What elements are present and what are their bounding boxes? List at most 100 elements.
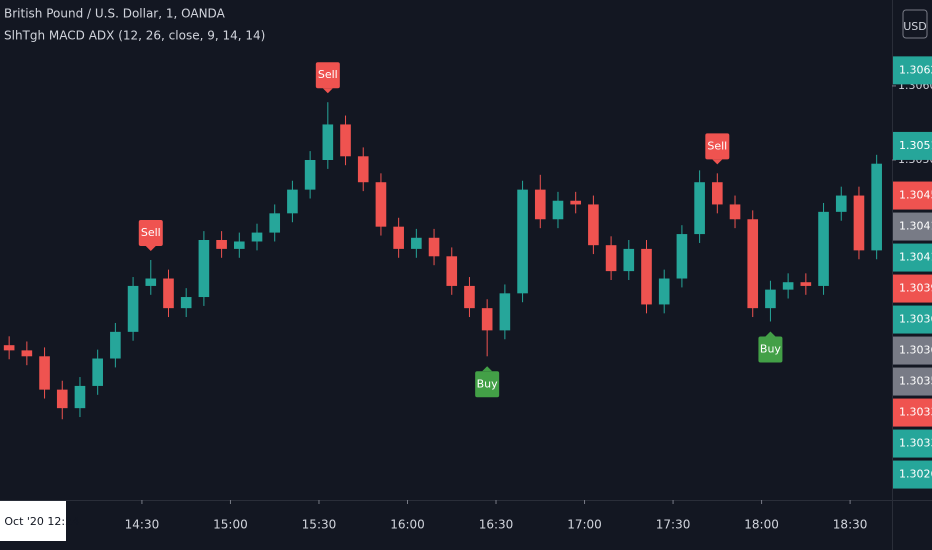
price-tag	[893, 212, 932, 241]
x-tick-label: 15:30	[302, 518, 337, 532]
candle-body	[269, 213, 281, 233]
candle-body	[552, 200, 564, 220]
candle-body	[464, 285, 475, 309]
candle-body	[782, 282, 794, 290]
signal-box	[315, 62, 340, 89]
candle-body	[322, 124, 334, 160]
signal-box	[758, 336, 783, 363]
signal-marker: Buy	[758, 331, 783, 363]
price-tag-label: 1.30411	[899, 251, 932, 264]
signal-marker: Buy	[475, 366, 500, 398]
candle-body	[712, 182, 723, 205]
candle-body	[641, 248, 652, 305]
price-tag	[893, 336, 932, 365]
candle-body	[853, 195, 865, 251]
candle-body	[835, 195, 847, 212]
price-tag	[893, 367, 932, 396]
candle-body	[180, 297, 192, 309]
signal-marker: Sell	[138, 220, 163, 251]
candle-body	[765, 289, 776, 309]
candle-body	[694, 182, 705, 235]
cursor-time: 27 Oct '20 12:24	[0, 515, 79, 528]
price-tag-label: 1.30356	[899, 375, 932, 388]
signal-label: Sell	[318, 68, 338, 81]
price-tag	[893, 131, 932, 160]
indicator-title: SlhTgh MACD ADX (12, 26, close, 9, 14, 1…	[4, 29, 265, 43]
price-tag-label: 1.30519	[899, 139, 932, 152]
candle-body	[411, 237, 422, 249]
candle-body	[56, 389, 68, 409]
signal-label: Sell	[141, 226, 161, 239]
candle-body	[871, 163, 882, 251]
candle-body	[287, 189, 298, 214]
price-tag	[893, 274, 932, 303]
candle-body	[216, 240, 227, 249]
x-tick-label: 17:00	[567, 518, 602, 532]
signal-pointer	[145, 246, 156, 251]
signal-box	[138, 220, 163, 246]
x-tick-label: 17:30	[656, 518, 691, 532]
x-tick-label: 16:00	[390, 518, 425, 532]
candle-body	[446, 256, 458, 286]
candle-body	[110, 331, 121, 359]
signal-pointer	[765, 331, 776, 337]
candle-body	[375, 182, 387, 227]
currency-box[interactable]	[902, 9, 928, 39]
candle-body	[570, 200, 581, 205]
currency: USD	[903, 20, 927, 33]
signal-label: Buy	[760, 342, 782, 355]
candle-body	[729, 204, 741, 220]
price-tag-label: 1.30332	[899, 437, 932, 450]
price-tag	[893, 429, 932, 458]
signal-pointer	[712, 159, 723, 165]
price-tag-label: 1.30395	[899, 282, 932, 295]
candle-body	[198, 240, 210, 298]
candle-body	[340, 124, 351, 157]
price-tag	[893, 460, 932, 489]
price-tag-label: 1.30452	[899, 189, 932, 202]
x-tick-label: 18:30	[833, 518, 868, 532]
chart-title: British Pound / U.S. Dollar, 1, OANDA	[4, 7, 226, 21]
candle-body	[623, 248, 635, 272]
signal-marker: Sell	[705, 133, 730, 165]
candle-body	[163, 278, 174, 309]
price-tag	[893, 181, 932, 210]
candle-body	[818, 211, 829, 286]
price-tag	[893, 243, 932, 272]
price-tag-label: 1.30262	[899, 468, 932, 481]
candle-body	[357, 156, 369, 183]
candle-body	[233, 241, 245, 249]
price-tag	[893, 398, 932, 427]
signal-pointer	[322, 88, 333, 94]
cursor-time-box	[0, 501, 66, 541]
candle-body	[74, 385, 86, 409]
price-tag	[893, 56, 932, 85]
price-tag-label: 1.30366	[899, 313, 932, 326]
price-tag-label: 1.30334	[899, 406, 932, 419]
candle-body	[39, 356, 50, 390]
x-tick-label: 16:30	[479, 518, 514, 532]
price-tag-label: 1.30364	[899, 344, 932, 357]
x-tick-label: 15:00	[213, 518, 248, 532]
x-tick-label: 14:30	[125, 518, 160, 532]
price-tag-label: 1.30418	[899, 220, 932, 233]
signal-label: Sell	[707, 139, 727, 152]
candle-body	[393, 226, 404, 249]
candle-body	[127, 285, 139, 332]
candle-body	[517, 189, 528, 294]
candle-body	[658, 278, 670, 305]
x-tick-label: 18:00	[744, 518, 779, 532]
candle-body	[92, 358, 103, 386]
candle-body	[588, 204, 599, 246]
candle-body	[145, 278, 157, 286]
price-tag	[893, 305, 932, 334]
candle-body	[3, 345, 15, 351]
candle-body	[747, 219, 759, 309]
candle-body	[676, 234, 688, 279]
candle-body	[800, 282, 812, 286]
signal-box	[705, 133, 730, 160]
candle-body	[21, 350, 33, 357]
candle-body	[605, 245, 617, 272]
